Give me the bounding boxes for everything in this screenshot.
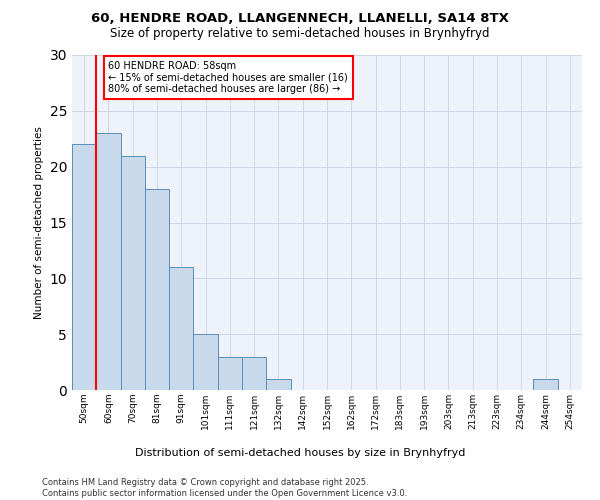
Bar (242, 356, 266, 390)
Text: Contains HM Land Registry data © Crown copyright and database right 2025.
Contai: Contains HM Land Registry data © Crown c… (42, 478, 407, 498)
Y-axis label: Number of semi-detached properties: Number of semi-detached properties (34, 126, 44, 319)
Bar (145, 189, 169, 390)
Bar (72, 144, 96, 390)
Bar (193, 334, 218, 390)
Bar (218, 356, 242, 390)
Bar (121, 156, 145, 390)
Text: 60 HENDRE ROAD: 58sqm
← 15% of semi-detached houses are smaller (16)
80% of semi: 60 HENDRE ROAD: 58sqm ← 15% of semi-deta… (109, 60, 348, 94)
Bar (96, 133, 121, 390)
Text: Distribution of semi-detached houses by size in Brynhyfryd: Distribution of semi-detached houses by … (135, 448, 465, 458)
Text: Size of property relative to semi-detached houses in Brynhyfryd: Size of property relative to semi-detach… (110, 28, 490, 40)
Bar (533, 379, 558, 390)
Text: 60, HENDRE ROAD, LLANGENNECH, LLANELLI, SA14 8TX: 60, HENDRE ROAD, LLANGENNECH, LLANELLI, … (91, 12, 509, 26)
Bar (169, 267, 193, 390)
Bar (266, 379, 290, 390)
